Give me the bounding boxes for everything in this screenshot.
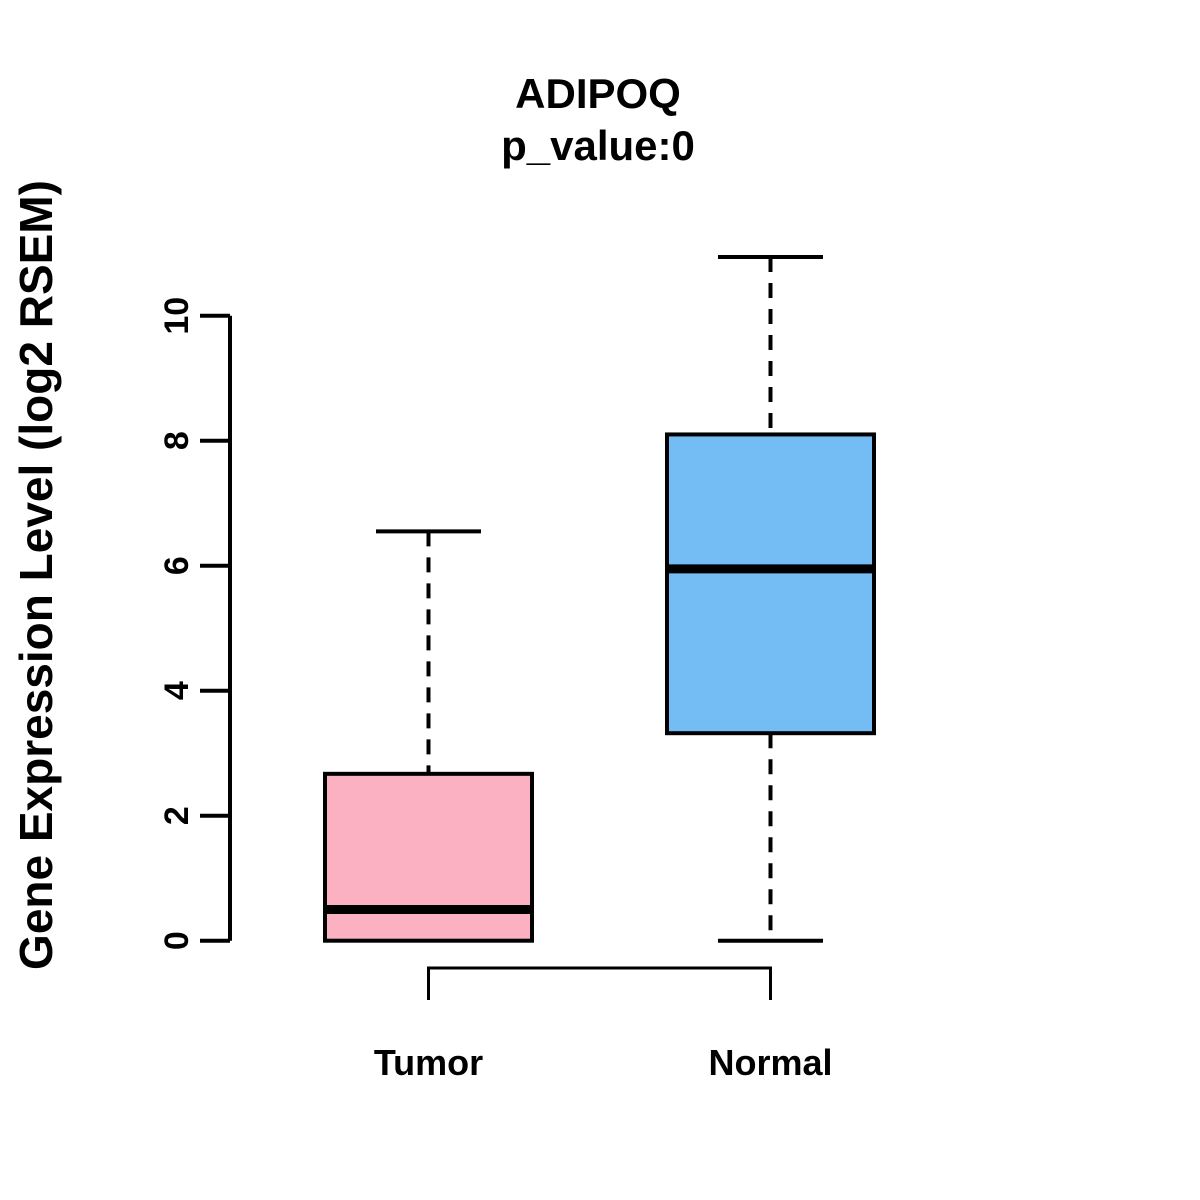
y-tick-label: 4 (158, 681, 196, 700)
normal-box (665, 432, 876, 736)
chart-title: ADIPOQ (515, 70, 681, 117)
y-tick-label: 8 (158, 431, 196, 450)
tumor-box (323, 771, 534, 943)
y-tick-label: 2 (158, 806, 196, 825)
y-tick-label: 10 (158, 297, 196, 335)
category-label-tumor: Tumor (373, 1042, 484, 1083)
y-tick-label: 6 (158, 556, 196, 575)
y-tick-label: 0 (158, 931, 196, 950)
significance-bracket (427, 966, 772, 1000)
category-label-normal: Normal (708, 1042, 833, 1083)
chart-subtitle: p_value:0 (501, 122, 695, 169)
